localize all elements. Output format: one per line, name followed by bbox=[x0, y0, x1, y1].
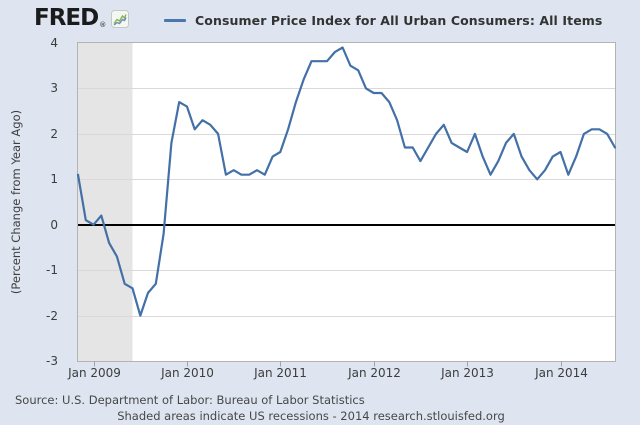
plot-border bbox=[77, 42, 616, 362]
x-tick-label: Jan 2012 bbox=[348, 366, 401, 380]
x-tick-label: Jan 2011 bbox=[254, 366, 307, 380]
legend-series-label: Consumer Price Index for All Urban Consu… bbox=[195, 13, 603, 28]
registered-mark: ® bbox=[99, 21, 107, 29]
y-tick-label: 3 bbox=[50, 81, 58, 96]
cpi-series-line bbox=[76, 46, 617, 317]
y-tick-label: -2 bbox=[46, 308, 58, 323]
x-tick-label: Jan 2009 bbox=[68, 366, 121, 380]
y-tick-label: 2 bbox=[50, 126, 58, 141]
source-attribution: Source: U.S. Department of Labor: Bureau… bbox=[15, 393, 365, 407]
x-tick-label: Jan 2010 bbox=[161, 366, 214, 380]
recession-shading-band bbox=[78, 43, 133, 361]
y-tick-label: -3 bbox=[46, 354, 58, 368]
y-tick-label: 1 bbox=[50, 172, 58, 187]
y-tick-label: 4 bbox=[50, 36, 58, 50]
legend-line-swatch bbox=[164, 19, 186, 22]
fred-sparkline-icon bbox=[111, 10, 130, 32]
x-tick-label: Jan 2014 bbox=[535, 366, 588, 380]
y-tick-label: -1 bbox=[46, 263, 58, 278]
plot-area-background bbox=[78, 43, 615, 361]
y-tick-label: 0 bbox=[50, 217, 58, 232]
fred-logo: FRED ® bbox=[34, 5, 130, 32]
x-tick-label: Jan 2013 bbox=[441, 366, 494, 380]
chart-legend: Consumer Price Index for All Urban Consu… bbox=[164, 13, 602, 28]
recession-note: Shaded areas indicate US recessions - 20… bbox=[117, 409, 505, 423]
fred-logo-text: FRED bbox=[34, 5, 99, 31]
